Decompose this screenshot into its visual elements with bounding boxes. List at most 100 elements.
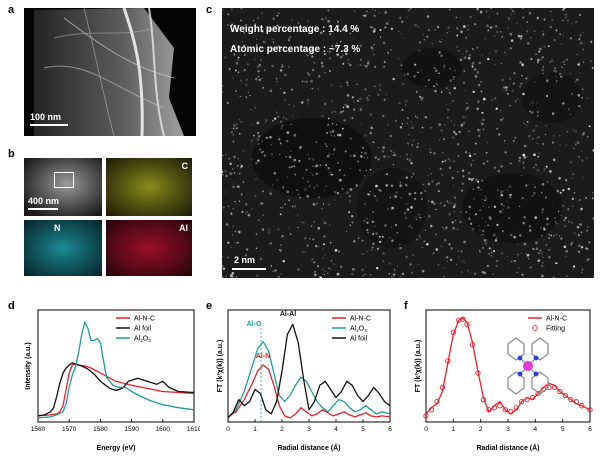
atom-dot xyxy=(480,81,482,83)
atom-dot xyxy=(379,189,382,192)
atom-dot xyxy=(343,174,345,176)
atom-dot xyxy=(545,243,548,247)
atom-dot xyxy=(486,264,489,267)
atom-dot xyxy=(327,50,329,52)
atom-dot xyxy=(391,238,394,242)
atom-dot xyxy=(480,90,483,93)
atom-dot xyxy=(227,24,229,26)
atom-dot xyxy=(245,27,248,30)
atom-dot xyxy=(517,244,519,246)
atom-dot xyxy=(372,141,375,144)
atom-dot xyxy=(453,211,455,213)
atom-dot xyxy=(572,173,575,176)
fit-point xyxy=(513,405,519,411)
atom-dot xyxy=(351,273,354,276)
atom-dot xyxy=(435,248,439,251)
atom-dot xyxy=(481,229,485,233)
atom-dot xyxy=(460,250,463,253)
atom-dot xyxy=(353,10,356,12)
atom-dot xyxy=(550,11,552,13)
atom-dot xyxy=(394,223,397,227)
atom-dot xyxy=(551,19,554,22)
series-line-0 xyxy=(425,317,591,415)
atom-dot xyxy=(521,16,525,19)
atom-dot xyxy=(255,77,258,81)
atom-dot xyxy=(460,30,463,34)
atom-dot xyxy=(365,140,367,143)
atom-dot xyxy=(349,188,353,191)
atom-dot xyxy=(420,198,423,201)
atom-dot xyxy=(554,220,557,223)
atom-dot xyxy=(375,266,379,270)
atom-dot xyxy=(443,64,445,66)
atom-dot xyxy=(525,30,529,33)
atom-dot xyxy=(462,25,466,28)
atom-dot xyxy=(232,225,235,228)
atom-dot xyxy=(369,168,372,171)
atom-dot xyxy=(485,197,487,200)
atom-dot xyxy=(482,247,484,249)
atom-dot xyxy=(579,41,583,45)
atom-dot xyxy=(455,16,458,19)
atom-dot xyxy=(456,27,459,30)
atom-dot xyxy=(246,78,248,81)
atom-dot xyxy=(521,196,524,199)
atom-dot xyxy=(582,48,585,51)
atom-dot xyxy=(517,34,521,38)
atom-dot xyxy=(382,252,385,255)
atom-dot xyxy=(582,176,584,178)
atom-dot xyxy=(503,140,506,142)
atom-dot xyxy=(401,122,404,125)
atom-dot xyxy=(561,66,563,68)
atom-dot xyxy=(303,80,306,83)
atom-dot xyxy=(454,133,458,136)
atom-dot xyxy=(459,220,462,224)
atom-dot xyxy=(502,190,505,192)
aln4-structure-inset xyxy=(507,337,549,395)
atom-dot xyxy=(481,198,483,201)
atom-dot xyxy=(423,216,425,218)
atom-dot xyxy=(441,38,443,41)
atom-dot xyxy=(351,96,355,99)
panel-letter-f: f xyxy=(404,300,408,312)
atom-dot xyxy=(418,236,422,239)
atom-dot xyxy=(462,175,465,178)
atom-dot xyxy=(277,115,280,119)
atom-dot xyxy=(525,253,527,255)
atom-dot xyxy=(563,218,566,222)
atom-dot xyxy=(279,87,281,89)
atom-dot xyxy=(321,17,324,21)
atom-dot xyxy=(261,202,264,205)
atom-dot xyxy=(458,256,460,258)
atom-dot xyxy=(526,42,530,45)
atom-dot xyxy=(483,271,486,275)
atom-dot xyxy=(398,58,400,60)
fit-point xyxy=(486,407,492,413)
atom-dot xyxy=(363,219,366,222)
atom-dot xyxy=(578,38,581,41)
atom-dot xyxy=(232,133,235,136)
atom-dot xyxy=(506,255,509,258)
atom-dot xyxy=(401,108,404,112)
atom-dot xyxy=(464,89,466,92)
atom-dot xyxy=(271,64,274,68)
atom-dot xyxy=(343,174,346,177)
atom-dot xyxy=(535,241,538,245)
atom-dot xyxy=(478,61,481,65)
atom-dot xyxy=(307,103,309,105)
atom-dot xyxy=(293,158,296,162)
atom-dot xyxy=(511,90,513,92)
atom-dot xyxy=(283,91,286,95)
atom-dot xyxy=(260,59,262,61)
atom-dot xyxy=(545,223,549,226)
atom-dot xyxy=(257,75,260,78)
atom-dot xyxy=(303,237,307,240)
atom-dot xyxy=(235,123,238,126)
atom-dot xyxy=(264,122,266,124)
atom-dot xyxy=(366,64,369,67)
atom-dot xyxy=(238,200,241,202)
atom-dot xyxy=(482,205,485,208)
atom-dot xyxy=(480,179,484,182)
x-tick-label: 6 xyxy=(588,426,592,433)
atom-dot xyxy=(496,189,499,192)
